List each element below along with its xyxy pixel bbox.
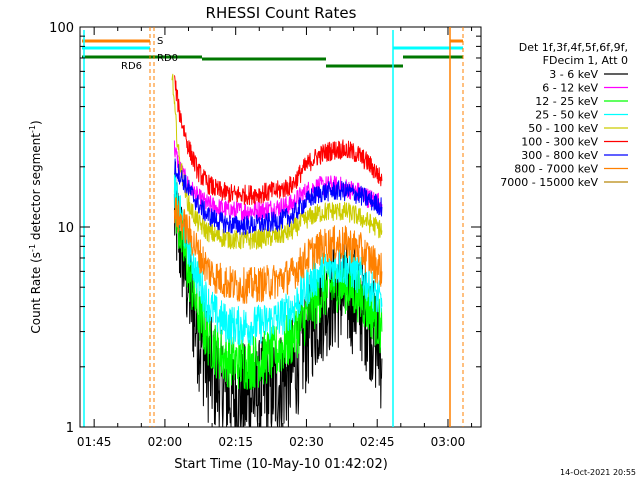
x-tick-label: 02:15 — [218, 435, 253, 449]
y-axis-label-main: Count Rate (s — [29, 252, 43, 334]
series-line — [173, 172, 383, 346]
legend-header-1: Det 1f,3f,4f,5f,6f,9f, — [519, 41, 628, 54]
series-line — [173, 197, 383, 304]
y-tick-label: 10 — [57, 221, 74, 236]
series-group — [171, 73, 383, 428]
series-line — [173, 75, 383, 206]
x-tick-label: 03:00 — [431, 435, 466, 449]
x-tick-label: 02:00 — [148, 435, 183, 449]
y-tick-label: 1 — [66, 421, 74, 436]
x-axis-label: Start Time (10-May-10 01:42:02) — [174, 457, 388, 472]
series-line — [173, 158, 383, 236]
footer-date: 14-Oct-2021 20:55 — [560, 468, 636, 477]
legend-label: 6 - 12 keV — [542, 82, 598, 95]
annotation-s: S — [157, 36, 163, 47]
legend-label: 7000 - 15000 keV — [500, 176, 598, 189]
legend-label: 800 - 7000 keV — [514, 163, 598, 176]
y-axis-label-exp2: -1 — [28, 125, 37, 133]
x-tick-label: 02:30 — [289, 435, 324, 449]
y-axis-label-end: ) — [29, 120, 43, 125]
y-axis-label: Count Rate (s-1 detector segment-1) — [28, 120, 43, 333]
legend-label: 3 - 6 keV — [549, 68, 598, 81]
legend-label: 50 - 100 keV — [528, 122, 598, 135]
y-axis-label-mid: detector segment — [29, 133, 43, 244]
legend-header-2: FDecim 1, Att 0 — [543, 54, 628, 67]
legend: Det 1f,3f,4f,5f,6f,9f, FDecim 1, Att 0 3… — [500, 41, 628, 189]
legend-label: 25 - 50 keV — [535, 109, 598, 122]
y-axis-ticks: 1 10 100 — [49, 21, 481, 436]
y-tick-label: 100 — [49, 21, 74, 36]
annotation-rd0: RD0 — [157, 53, 178, 64]
x-axis-ticks: 01:45 02:00 02:15 02:30 02:45 03:00 — [77, 27, 473, 449]
legend-label: 12 - 25 keV — [535, 95, 598, 108]
y-axis-label-exp1: -1 — [28, 244, 37, 252]
annotation-rd6: RD6 — [121, 61, 142, 72]
x-tick-label: 02:45 — [360, 435, 395, 449]
chart-title: RHESSI Count Rates — [206, 4, 357, 22]
status-bars: RD6 RD0 S — [82, 27, 464, 427]
legend-label: 300 - 800 keV — [521, 149, 598, 162]
x-tick-label: 01:45 — [77, 435, 112, 449]
legend-label: 100 - 300 keV — [521, 136, 598, 149]
